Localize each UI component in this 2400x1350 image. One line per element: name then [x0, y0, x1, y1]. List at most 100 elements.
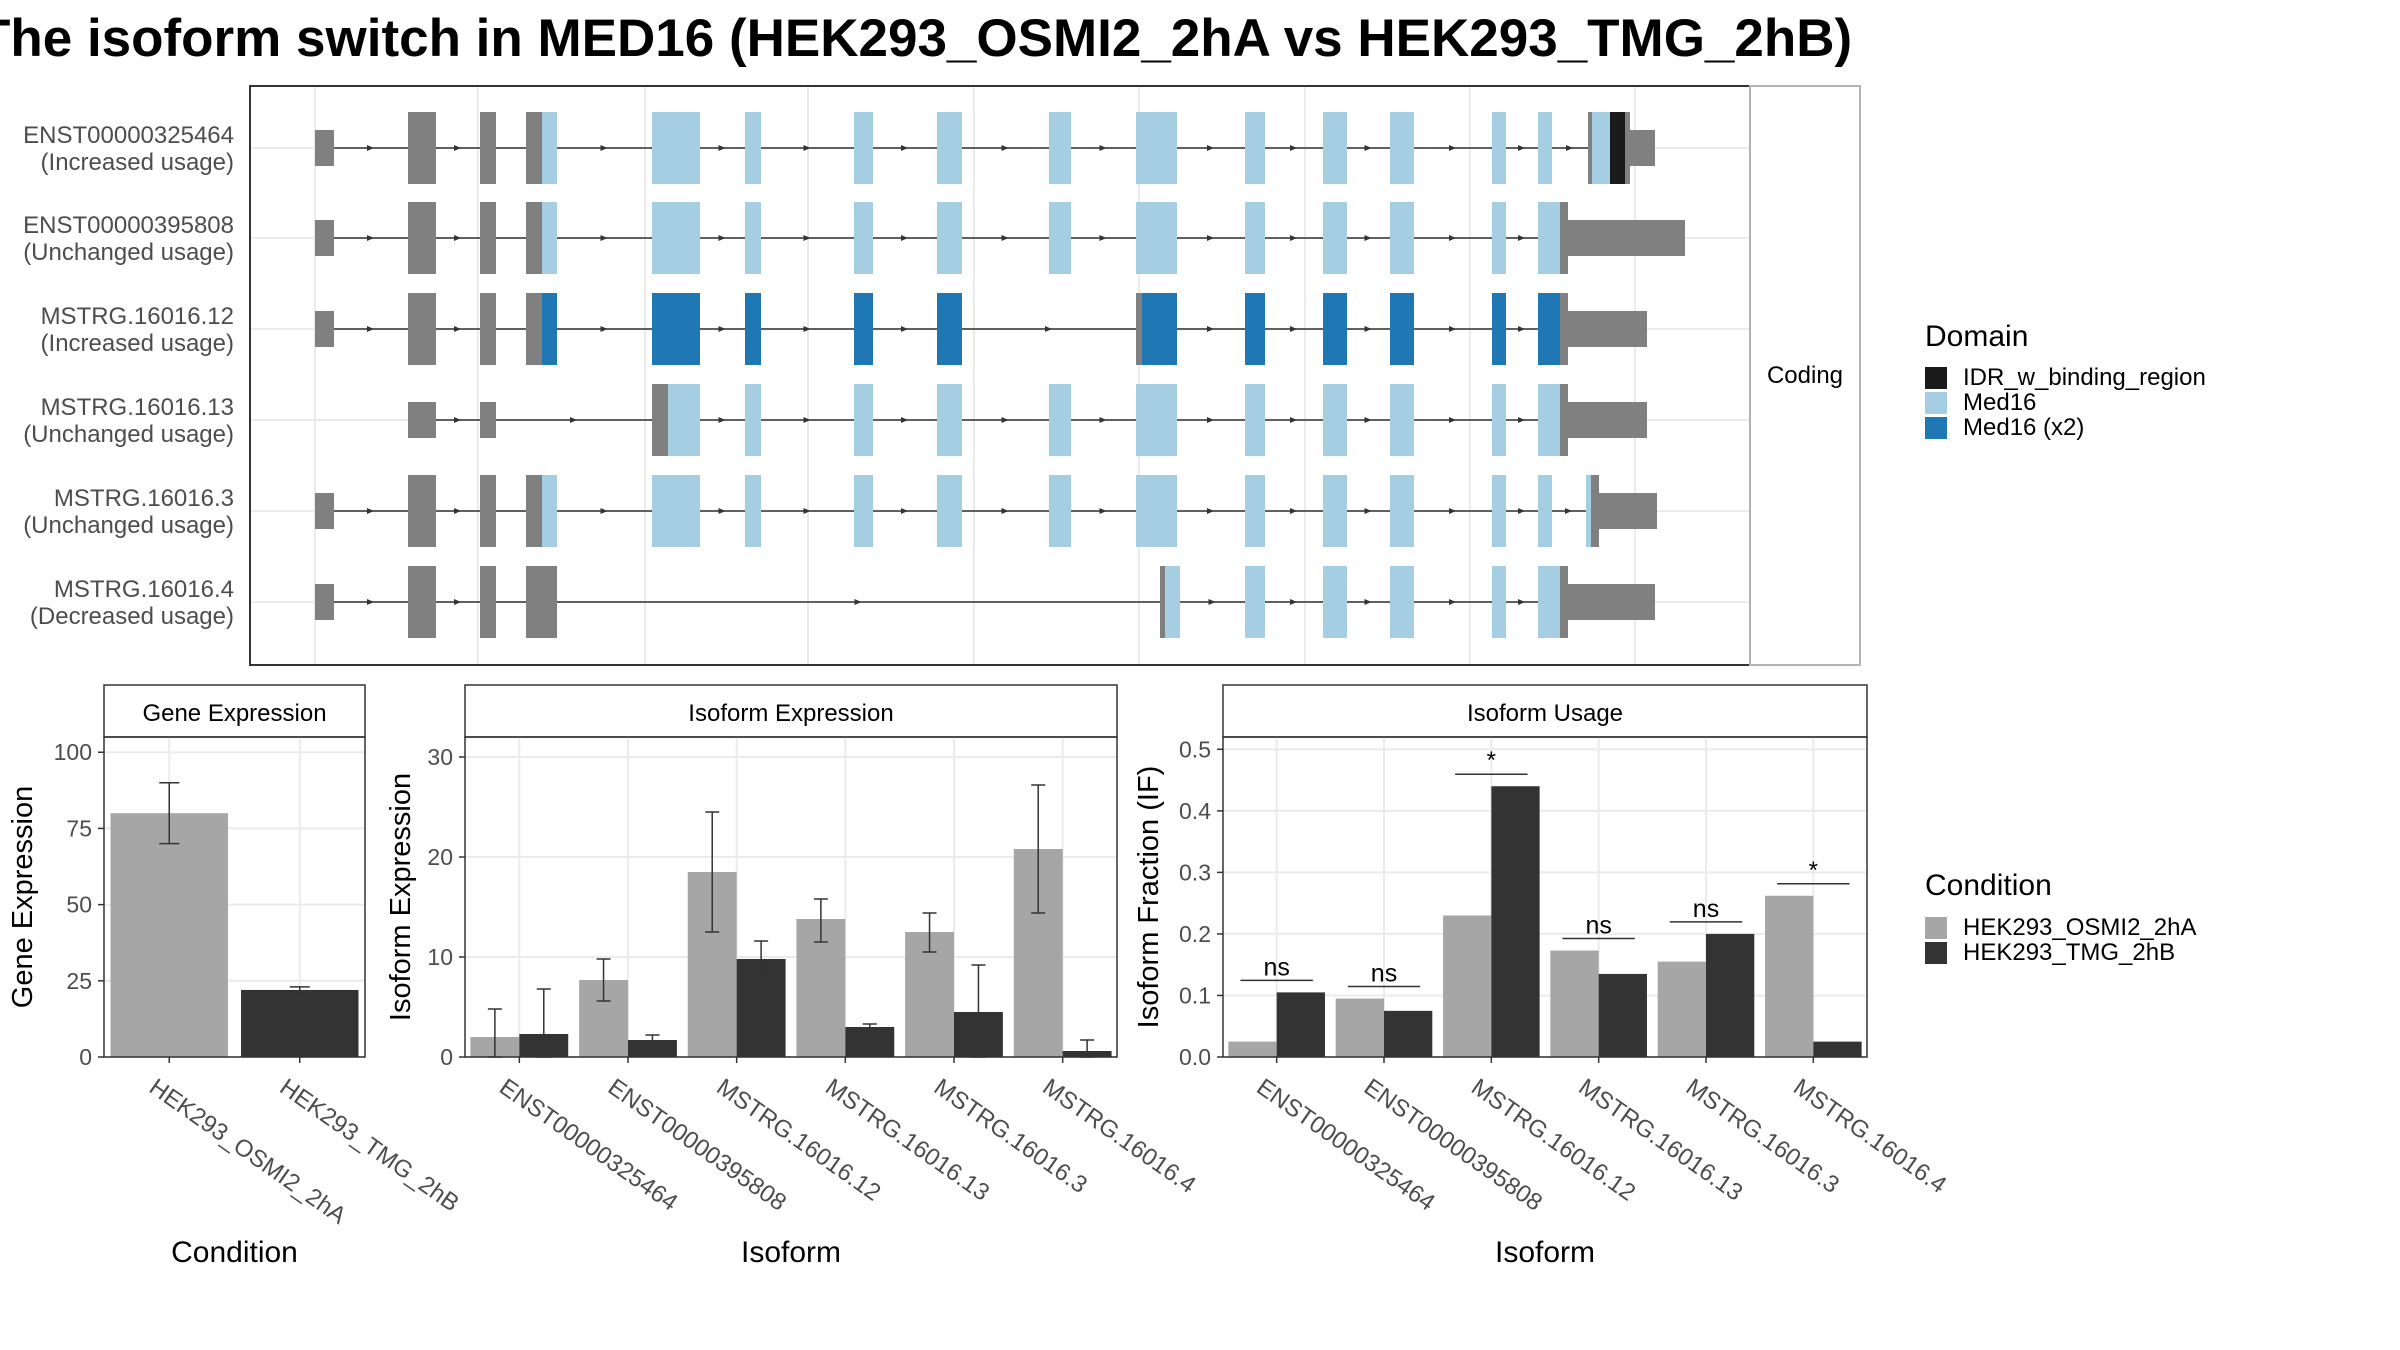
x-axis-title: Condition — [171, 1236, 298, 1269]
direction-arrow — [1099, 508, 1107, 514]
y-tick-label: 0.4 — [1179, 798, 1211, 824]
bar — [905, 932, 954, 1057]
exon-block — [315, 220, 334, 256]
exon-block — [480, 402, 496, 438]
exon-block — [480, 112, 496, 184]
exon-block — [652, 384, 668, 456]
plot-bg — [465, 737, 1117, 1057]
direction-arrow — [1207, 235, 1214, 241]
direction-arrow — [600, 235, 608, 241]
transcript-status-label: (Unchanged usage) — [23, 239, 234, 266]
transcript-status-label: (Increased usage) — [41, 330, 234, 357]
transcript-id-label: MSTRG.16016.13 — [41, 394, 234, 421]
exon-block — [1592, 112, 1610, 184]
exon-block — [1136, 293, 1142, 365]
bar — [845, 1027, 895, 1057]
direction-arrow — [901, 508, 908, 514]
strip — [1749, 85, 1861, 666]
y-tick-label: 75 — [66, 815, 92, 841]
direction-arrow — [1364, 326, 1372, 332]
y-axis-title: Isoform Expression — [385, 773, 417, 1021]
panel-strip — [103, 684, 366, 738]
figure-title: The isoform switch in MED16 (HEK293_OSMI… — [0, 9, 1852, 68]
transcript-track — [408, 384, 1647, 456]
condition-legend-label: HEK293_OSMI2_2hA — [1963, 914, 2196, 941]
direction-arrow — [454, 508, 461, 514]
significance-label: ns — [1585, 912, 1611, 940]
condition-legend-label: HEK293_TMG_2hB — [1963, 939, 2175, 966]
direction-arrow — [1449, 145, 1456, 151]
significance-label: ns — [1371, 960, 1397, 988]
transcript-status-label: (Decreased usage) — [30, 603, 234, 630]
exon-block — [416, 112, 436, 184]
direction-arrow — [901, 417, 908, 423]
direction-arrow — [367, 235, 374, 241]
exon-block — [1049, 112, 1071, 184]
exon-block — [1538, 566, 1560, 638]
bar — [1491, 786, 1540, 1057]
x-tick-label: ENST00000395808 — [1359, 1074, 1547, 1217]
transcript-track — [315, 475, 1657, 547]
condition-legend-swatch — [1925, 942, 1947, 964]
bar — [1443, 915, 1492, 1057]
direction-arrow — [1207, 145, 1214, 151]
exon-block — [1142, 293, 1177, 365]
y-tick-label: 0 — [440, 1044, 453, 1070]
exon-block — [1492, 475, 1506, 547]
exon-block — [542, 202, 557, 274]
plot-border — [103, 736, 366, 1058]
exon-block — [854, 293, 873, 365]
transcript-track — [315, 566, 1655, 638]
exon-block — [408, 566, 416, 638]
transcript-id-label: ENST00000395808 — [23, 212, 234, 239]
exon-block — [1538, 202, 1560, 274]
exon-block — [1049, 202, 1071, 274]
exon-block — [315, 130, 334, 166]
panel-strip — [1222, 684, 1868, 738]
bar — [1228, 1041, 1277, 1057]
y-tick-label: 100 — [54, 739, 92, 765]
exon-block — [1492, 293, 1506, 365]
bar — [241, 989, 359, 1057]
exon-block — [937, 202, 962, 274]
y-tick-label: 0.3 — [1179, 859, 1211, 885]
exon-block — [1568, 584, 1655, 620]
exon-block — [1610, 112, 1625, 184]
direction-arrow — [803, 417, 811, 423]
direction-arrow — [1290, 145, 1297, 151]
transcript-track — [315, 112, 1655, 184]
exon-block — [1136, 112, 1177, 184]
exon-block — [526, 566, 557, 638]
exon-block — [1390, 202, 1414, 274]
exon-block — [416, 475, 436, 547]
exon-block — [1245, 112, 1265, 184]
transcript-status-label: (Increased usage) — [41, 149, 234, 176]
exon-block — [1588, 112, 1592, 184]
exon-block — [745, 202, 761, 274]
domain-legend-title: Domain — [1925, 320, 2028, 353]
exon-block — [1492, 112, 1506, 184]
exon-block — [542, 475, 557, 547]
exon-block — [1049, 475, 1071, 547]
exon-block — [1390, 384, 1414, 456]
bar — [1813, 1041, 1862, 1057]
y-axis-title: Isoform Fraction (IF) — [1133, 766, 1165, 1029]
panel-title: Isoform Usage — [1467, 700, 1623, 727]
exon-block — [1390, 293, 1414, 365]
exon-block — [1245, 202, 1265, 274]
exon-block — [745, 112, 761, 184]
direction-arrow — [1099, 417, 1107, 423]
direction-arrow — [1518, 599, 1525, 605]
exon-block — [1245, 384, 1265, 456]
exon-block — [1492, 566, 1506, 638]
y-tick-label: 0.2 — [1179, 921, 1211, 947]
direction-arrow — [1290, 417, 1297, 423]
exon-block — [315, 584, 334, 620]
direction-arrow — [718, 508, 726, 514]
exon-block — [1568, 402, 1647, 438]
direction-arrow — [1208, 599, 1216, 605]
transcript-id-label: MSTRG.16016.3 — [54, 485, 234, 512]
direction-arrow — [803, 235, 811, 241]
